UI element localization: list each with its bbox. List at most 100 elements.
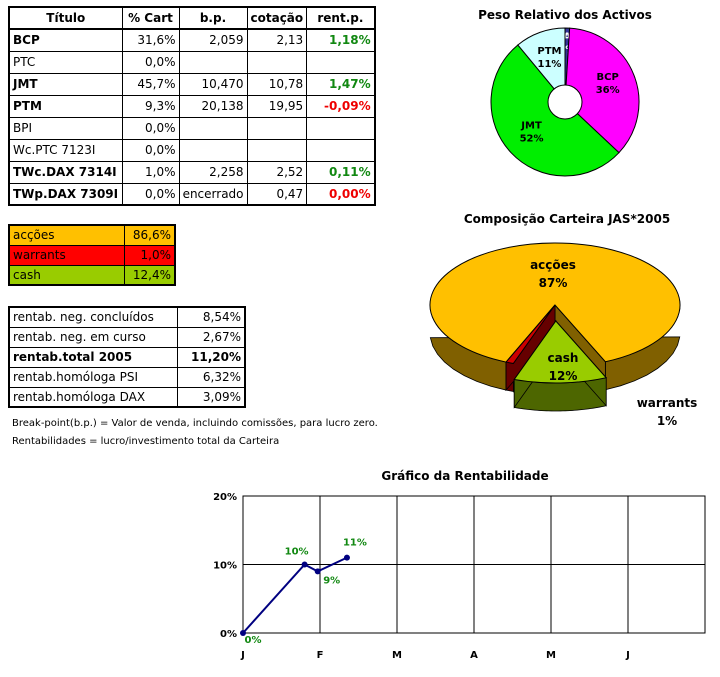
returns-row: rentab.homóloga PSI 6,32% — [8, 366, 246, 388]
line-x-tick: J — [240, 650, 245, 661]
cell-titulo: BCP — [8, 28, 123, 52]
pie1-percent: 1% — [558, 44, 575, 55]
cell-rent: 1,47% — [306, 72, 376, 96]
cell-titulo: JMT — [8, 72, 123, 96]
allocation-label: cash — [8, 264, 125, 286]
pie2-slice-0 — [429, 242, 681, 363]
pie1-percent: 36% — [596, 85, 620, 96]
cell-titulo: PTM — [8, 94, 123, 118]
holdings-row: TWp.DAX 7309I 0,0% encerrado 0,47 0,00% — [8, 182, 376, 206]
holdings-row: TWc.DAX 7314I 1,0% 2,258 2,52 0,11% — [8, 160, 376, 184]
pie1-label: JMT — [520, 120, 542, 131]
line-data-label: 11% — [343, 538, 367, 549]
cell-rent: 0,11% — [306, 160, 376, 184]
returns-label: rentab. neg. concluídos — [8, 306, 178, 328]
cell-rent: 1,18% — [306, 28, 376, 52]
line-y-tick: 0% — [220, 629, 237, 640]
line-series — [242, 556, 348, 634]
pie1-title: Peso Relativo dos Activos — [478, 8, 652, 22]
col-rent: rent.p. — [306, 6, 376, 30]
line-rentabilidade: Gráfico da Rentabilidade 0%10%20%J F M A M J0… — [213, 469, 706, 661]
col-cart: % Cart — [121, 6, 180, 30]
line-y-tick: 20% — [213, 492, 237, 503]
cell-bp: 10,470 — [178, 72, 248, 96]
cell-cotacao: 19,95 — [246, 94, 308, 118]
cell-cotacao: 2,13 — [246, 28, 308, 52]
cell-bp: encerrado — [178, 182, 248, 206]
cell-cart: 0,0% — [121, 182, 180, 206]
line-point — [314, 568, 321, 575]
cell-bp — [178, 50, 248, 74]
rentabilidades-note: Rentabilidades = lucro/investimento tota… — [12, 436, 280, 447]
col-bp: b.p. — [178, 6, 248, 30]
returns-value: 3,09% — [176, 386, 246, 408]
cell-rent: -0,09% — [306, 94, 376, 118]
cell-cart: 45,7% — [121, 72, 180, 96]
returns-value: 2,67% — [176, 326, 246, 348]
pie2-label: warrants — [637, 396, 698, 410]
pie1-hole — [547, 84, 583, 120]
returns-value: 11,20% — [176, 346, 246, 368]
pie1-label: PTM — [537, 46, 561, 57]
pie2-percent: 87% — [539, 276, 568, 290]
cell-cotacao — [246, 138, 308, 162]
pie1-label: BCP — [597, 72, 619, 83]
cell-titulo: BPI — [8, 116, 123, 140]
allocation-label: acções — [8, 224, 125, 246]
cell-cart: 0,0% — [121, 50, 180, 74]
pie1-slice-ptm — [517, 27, 566, 104]
cell-rent — [306, 50, 376, 74]
returns-row: rentab. neg. em curso 2,67% — [8, 326, 246, 348]
line-data-label: 9% — [323, 575, 340, 586]
pie1-percent: 11% — [537, 59, 561, 70]
returns-value: 6,32% — [176, 366, 246, 388]
pie2-percent: 12% — [549, 369, 578, 383]
cell-cart: 0,0% — [121, 138, 180, 162]
cell-cotacao: 0,47 — [246, 182, 308, 206]
cell-bp: 2,059 — [178, 28, 248, 52]
holdings-row: Wc.PTC 7123I 0,0% — [8, 138, 376, 162]
cell-rent — [306, 116, 376, 140]
line-x-tick: M — [546, 650, 556, 661]
cell-bp — [178, 138, 248, 162]
pie1-percent: 52% — [520, 133, 544, 144]
cell-bp: 2,258 — [178, 160, 248, 184]
line-x-tick: J — [625, 650, 630, 661]
cell-titulo: TWc.DAX 7314I — [8, 160, 123, 184]
returns-label: rentab.total 2005 — [8, 346, 178, 368]
cell-titulo: PTC — [8, 50, 123, 74]
holdings-row: BPI 0,0% — [8, 116, 376, 140]
col-cotacao: cotação — [246, 6, 308, 30]
cell-cart: 31,6% — [121, 28, 180, 52]
returns-label: rentab.homóloga PSI — [8, 366, 178, 388]
returns-row: rentab. neg. concluídos 8,54% — [8, 306, 246, 328]
cell-titulo: TWp.DAX 7309I — [8, 182, 123, 206]
pie1-label: DAX — [555, 31, 579, 42]
cell-cart: 9,3% — [121, 94, 180, 118]
returns-row: rentab.homóloga DAX 3,09% — [8, 386, 246, 408]
line-x-tick: A — [470, 650, 478, 661]
cell-bp: 20,138 — [178, 94, 248, 118]
cell-cotacao: 2,52 — [246, 160, 308, 184]
cell-cart: 0,0% — [121, 116, 180, 140]
returns-table: rentab. neg. concluídos 8,54% rentab. neg.… — [8, 306, 246, 408]
returns-value: 8,54% — [176, 306, 246, 328]
cell-cart: 1,0% — [121, 160, 180, 184]
line-point — [343, 554, 350, 561]
line-y-tick: 10% — [213, 561, 237, 572]
breakpoint-note: Break-point(b.p.) = Valor de venda, incl… — [12, 418, 378, 429]
cell-titulo: Wc.PTC 7123I — [8, 138, 123, 162]
cell-cotacao: 10,78 — [246, 72, 308, 96]
allocation-row: acções 86,6% — [8, 224, 176, 246]
holdings-row: BCP 31,6% 2,059 2,13 1,18% — [8, 28, 376, 52]
allocation-value: 12,4% — [123, 264, 176, 286]
line-x-tick: M — [392, 650, 402, 661]
returns-label: rentab. neg. em curso — [8, 326, 178, 348]
pie2-title: Composição Carteira JAS*2005 — [464, 212, 670, 226]
holdings-header-row: Título % Cart b.p. cotação rent.p. — [8, 6, 376, 30]
pie2-label: acções — [530, 258, 576, 272]
line-data-label: 0% — [245, 635, 262, 646]
allocation-label: warrants — [8, 244, 125, 266]
returns-row: rentab.total 2005 11,20% — [8, 346, 246, 368]
pie-composicao: Composição Carteira JAS*2005 acções 87% ca… — [429, 212, 698, 428]
